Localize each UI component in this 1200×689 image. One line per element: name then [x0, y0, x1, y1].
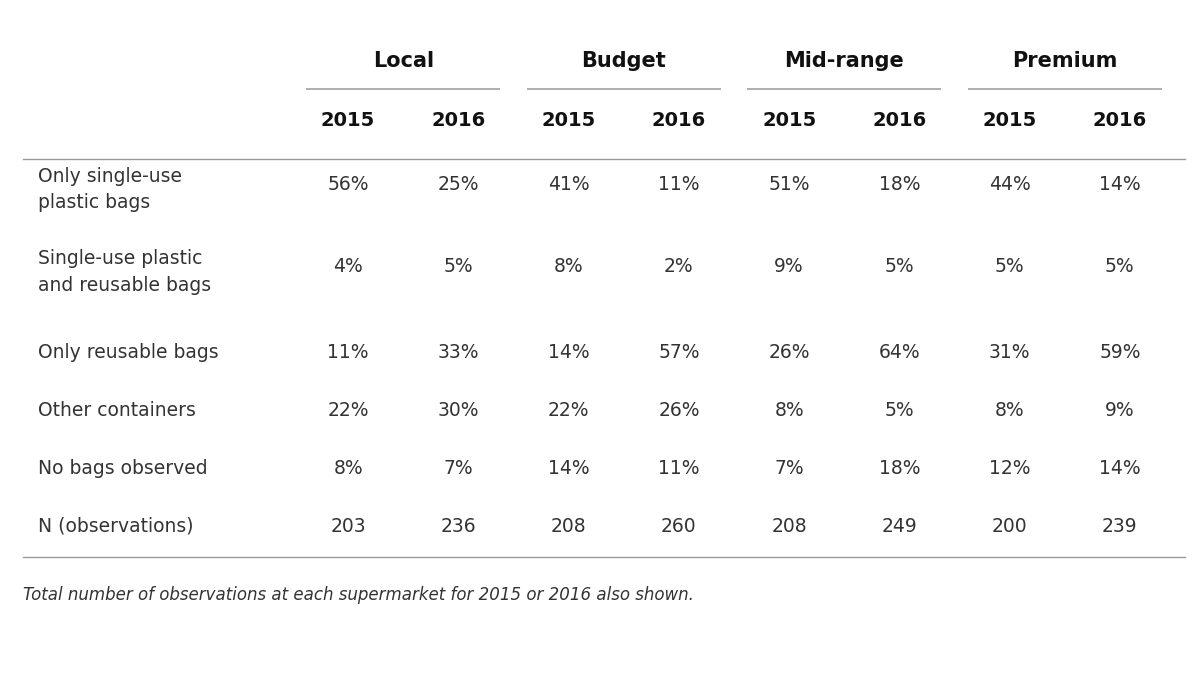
Text: 2%: 2%	[664, 256, 694, 276]
Text: 26%: 26%	[768, 342, 810, 362]
Text: 208: 208	[551, 517, 587, 535]
Text: 7%: 7%	[444, 458, 473, 477]
Text: 2015: 2015	[983, 112, 1037, 130]
Text: Only single-use
plastic bags: Only single-use plastic bags	[38, 167, 182, 212]
Text: Total number of observations at each supermarket for 2015 or 2016 also shown.: Total number of observations at each sup…	[23, 586, 694, 604]
Text: Budget: Budget	[581, 51, 666, 71]
Text: 57%: 57%	[658, 342, 700, 362]
Text: 8%: 8%	[554, 256, 583, 276]
Text: 8%: 8%	[995, 400, 1025, 420]
Text: 2016: 2016	[872, 112, 926, 130]
Text: 203: 203	[330, 517, 366, 535]
Text: 12%: 12%	[989, 458, 1031, 477]
Text: 11%: 11%	[328, 342, 368, 362]
Text: 9%: 9%	[774, 256, 804, 276]
Text: 59%: 59%	[1099, 342, 1141, 362]
Text: 41%: 41%	[548, 174, 589, 194]
Text: 30%: 30%	[438, 400, 479, 420]
Text: 5%: 5%	[444, 256, 473, 276]
Text: 14%: 14%	[1099, 458, 1141, 477]
Text: 25%: 25%	[438, 174, 479, 194]
Text: 9%: 9%	[1105, 400, 1135, 420]
Text: 2016: 2016	[652, 112, 706, 130]
Text: 31%: 31%	[989, 342, 1031, 362]
Text: 7%: 7%	[774, 458, 804, 477]
Text: N (observations): N (observations)	[38, 517, 193, 535]
Text: 5%: 5%	[884, 400, 914, 420]
Text: 260: 260	[661, 517, 697, 535]
Text: 239: 239	[1102, 517, 1138, 535]
Text: 14%: 14%	[1099, 174, 1141, 194]
Text: 11%: 11%	[658, 174, 700, 194]
Text: 249: 249	[882, 517, 917, 535]
Text: Local: Local	[373, 51, 434, 71]
Text: 200: 200	[992, 517, 1027, 535]
Text: Only reusable bags: Only reusable bags	[38, 342, 218, 362]
Text: 26%: 26%	[658, 400, 700, 420]
Text: Other containers: Other containers	[38, 400, 196, 420]
Text: 44%: 44%	[989, 174, 1031, 194]
Text: Single-use plastic
and reusable bags: Single-use plastic and reusable bags	[38, 249, 211, 294]
Text: 22%: 22%	[328, 400, 368, 420]
Text: 64%: 64%	[878, 342, 920, 362]
Text: 2016: 2016	[431, 112, 486, 130]
Text: 11%: 11%	[658, 458, 700, 477]
Text: No bags observed: No bags observed	[38, 458, 208, 477]
Text: 2015: 2015	[762, 112, 816, 130]
Text: 14%: 14%	[548, 342, 589, 362]
Text: 5%: 5%	[1105, 256, 1135, 276]
Text: 8%: 8%	[334, 458, 362, 477]
Text: 22%: 22%	[548, 400, 589, 420]
Text: Mid-range: Mid-range	[785, 51, 904, 71]
Text: 2015: 2015	[322, 112, 376, 130]
Text: 18%: 18%	[878, 458, 920, 477]
Text: 5%: 5%	[995, 256, 1025, 276]
Text: 5%: 5%	[884, 256, 914, 276]
Text: 33%: 33%	[438, 342, 479, 362]
Text: 18%: 18%	[878, 174, 920, 194]
Text: 51%: 51%	[768, 174, 810, 194]
Text: 2015: 2015	[541, 112, 595, 130]
Text: 56%: 56%	[328, 174, 368, 194]
Text: 236: 236	[440, 517, 476, 535]
Text: 14%: 14%	[548, 458, 589, 477]
Text: 2016: 2016	[1093, 112, 1147, 130]
Text: Premium: Premium	[1012, 51, 1117, 71]
Text: 208: 208	[772, 517, 806, 535]
Text: 4%: 4%	[334, 256, 364, 276]
Text: 8%: 8%	[774, 400, 804, 420]
